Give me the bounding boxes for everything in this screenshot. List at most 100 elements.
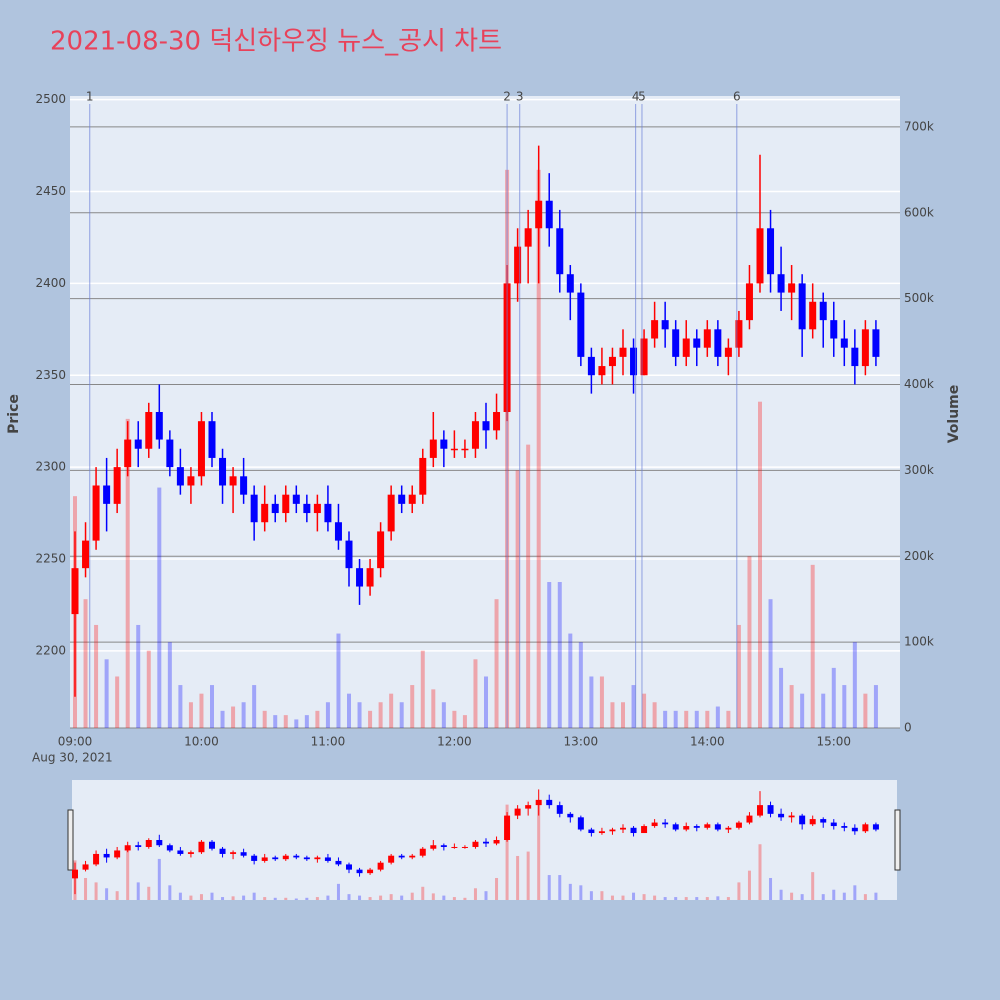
mini-volume-bar (410, 892, 414, 900)
mini-candle-body (356, 869, 363, 874)
candle-body (176, 467, 184, 486)
mini-volume-bar (210, 892, 214, 900)
mini-candle-body (451, 846, 458, 848)
volume-bar (431, 689, 436, 728)
annotation-label: 2 (503, 90, 511, 104)
y2-tick-label: 400k (904, 377, 934, 391)
candle-body (419, 457, 427, 495)
candle-body (777, 274, 785, 293)
mini-candle-body (567, 813, 574, 818)
candle-body (219, 457, 227, 486)
volume-bar (673, 710, 678, 728)
mini-volume-bar (568, 883, 572, 900)
annotation-label: 4 (632, 90, 640, 104)
candle-body (672, 329, 680, 357)
volume-bar (347, 693, 351, 728)
mini-volume-bar (600, 891, 604, 900)
candle-body (387, 494, 395, 532)
mini-volume-bar (368, 897, 372, 900)
volume-bar (157, 487, 162, 728)
mini-volume-bar (389, 894, 393, 900)
range-handle[interactable] (894, 809, 901, 871)
volume-bar (642, 693, 647, 728)
mini-candle-body (124, 845, 131, 851)
candle-body (471, 421, 479, 449)
mini-candle-body (588, 829, 595, 834)
y2-tick-label: 0 (904, 721, 912, 735)
y2-tick-label: 100k (904, 635, 934, 649)
mini-volume-bar (684, 897, 688, 900)
volume-bar (283, 715, 288, 728)
mini-candle-body (472, 841, 479, 847)
volume-bar (800, 693, 805, 728)
chart-title: 2021-08-30 덕신하우징 뉴스_공시 차트 (50, 27, 502, 57)
y-tick-label: 2350 (35, 368, 66, 382)
volume-bar (188, 702, 193, 728)
candle-body (651, 320, 659, 339)
mini-candle-body (683, 826, 690, 830)
mini-candle-body (156, 840, 163, 846)
range-handle[interactable] (67, 809, 74, 871)
mini-volume-bar (189, 895, 193, 900)
mini-volume-bar (790, 892, 794, 900)
mini-volume-bar (642, 894, 646, 900)
mini-candle-body (461, 846, 468, 848)
mini-volume-bar (157, 858, 161, 900)
mini-volume-bar (305, 897, 309, 900)
y-tick-label: 2300 (35, 460, 66, 474)
volume-bar (515, 470, 520, 728)
volume-bar (726, 710, 731, 728)
mini-candle-body (641, 826, 648, 834)
mini-volume-bar (442, 895, 446, 900)
mini-candle-body (93, 853, 100, 865)
volume-bar (873, 685, 878, 728)
mini-volume-bar (326, 895, 330, 900)
mini-candle-body (198, 841, 205, 853)
y-tick-label: 2500 (35, 92, 66, 106)
mini-volume-bar (758, 844, 762, 900)
volume-bar (631, 685, 636, 728)
mini-volume-bar (495, 877, 499, 900)
mini-candle-body (830, 822, 837, 827)
mini-volume-bar (452, 897, 456, 900)
range-slider[interactable] (72, 780, 897, 900)
candle-body (566, 274, 574, 293)
mini-candle-body (103, 853, 110, 858)
mini-volume-bar (379, 895, 383, 900)
mini-candle-body (209, 841, 215, 849)
mini-candle-body (177, 850, 184, 854)
mini-candle-body (272, 857, 279, 860)
mini-candle-body (72, 869, 78, 879)
volume-bar (736, 624, 741, 728)
mini-volume-bar (547, 875, 551, 900)
candle-body (408, 494, 416, 504)
candle-body (535, 200, 543, 229)
mini-candle-body (662, 822, 669, 825)
candle-body (440, 439, 448, 449)
mini-volume-bar (610, 895, 614, 900)
annotation-label: 6 (733, 90, 741, 104)
volume-bar (294, 719, 299, 728)
mini-volume-bar (168, 885, 172, 900)
mini-candle-body (504, 815, 511, 840)
mini-candle-body (609, 829, 616, 832)
candle-body (250, 494, 258, 523)
volume-bar (210, 685, 214, 728)
candle-body (155, 412, 163, 440)
mini-volume-bar (821, 894, 825, 900)
candle-body (145, 412, 153, 449)
volume-bar (536, 169, 541, 728)
mini-candle-body (546, 799, 553, 806)
mini-volume-bar (178, 892, 182, 900)
candle-body (92, 485, 100, 541)
mini-candle-body (841, 826, 848, 828)
volume-bar (368, 710, 373, 728)
mini-candle-body (672, 824, 679, 830)
candle-body (577, 292, 585, 357)
candle-body (187, 476, 195, 486)
mini-candle-body (114, 850, 121, 858)
x-tick-label: 15:00 (816, 735, 851, 749)
volume-bar (357, 702, 362, 728)
candle-body (682, 338, 690, 357)
